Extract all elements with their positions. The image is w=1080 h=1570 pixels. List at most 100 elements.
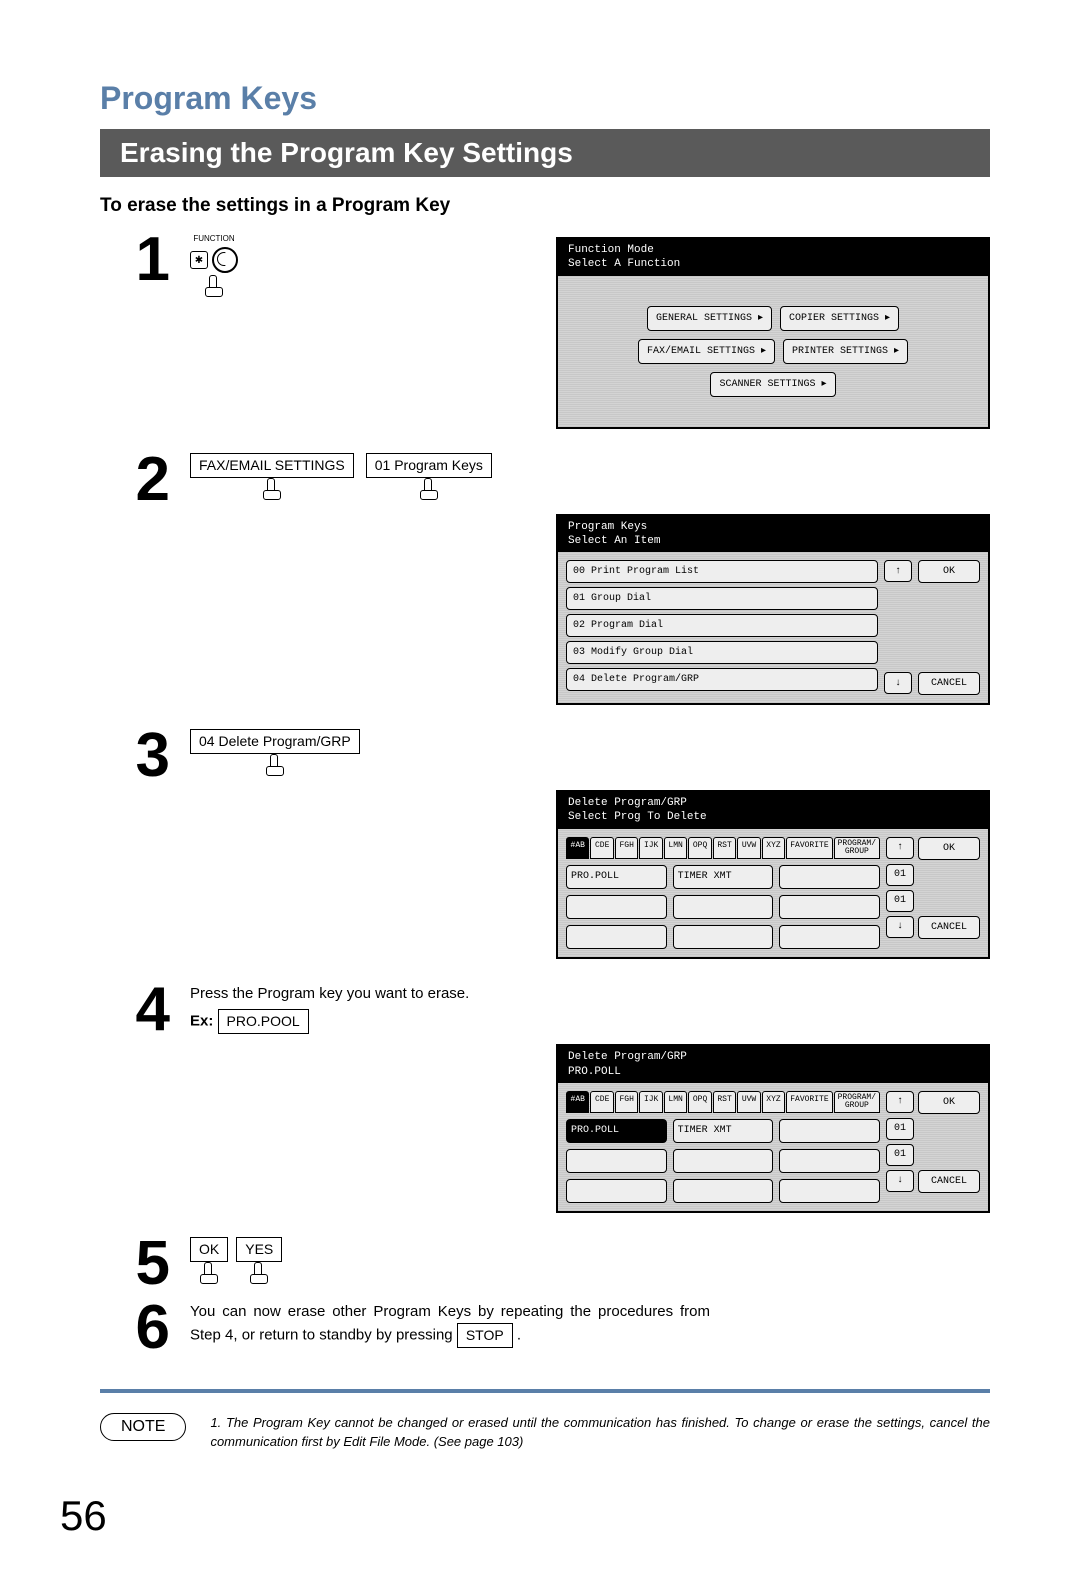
lcd-panel-2: Program Keys Select An Item 00 Print Pro… (556, 514, 990, 706)
program-cell[interactable]: PRO.POLL (566, 865, 667, 889)
tab[interactable]: PROGRAM/ GROUP (834, 1091, 880, 1113)
lcd-header: Program Keys Select An Item (558, 516, 988, 553)
tab[interactable]: PROGRAM/ GROUP (834, 837, 880, 859)
program-cell[interactable] (673, 895, 774, 919)
list-item[interactable]: 04 Delete Program/GRP (566, 668, 878, 691)
copier-settings-button[interactable]: COPIER SETTINGS▸ (780, 306, 899, 331)
function-label: FUNCTION (193, 233, 234, 245)
lcd-title: Delete Program/GRP (568, 1050, 978, 1064)
page-count: 01 (886, 1144, 914, 1166)
ok-key: OK (190, 1237, 228, 1262)
down-button[interactable]: ↓ (886, 916, 914, 938)
tab[interactable]: XYZ (762, 837, 785, 859)
program-cell[interactable] (566, 1179, 667, 1203)
program-cell[interactable] (779, 1179, 880, 1203)
stop-key: STOP (457, 1323, 513, 1348)
press-icon (264, 754, 286, 776)
program-cell[interactable] (779, 865, 880, 889)
tab[interactable]: LMN (664, 837, 687, 859)
scanner-settings-button[interactable]: SCANNER SETTINGS▸ (710, 372, 835, 397)
cancel-button[interactable]: CANCEL (918, 916, 980, 939)
tab[interactable]: CDE (590, 837, 613, 859)
step-number: 4 (100, 979, 170, 1041)
down-button[interactable]: ↓ (886, 1170, 914, 1192)
program-cell[interactable] (779, 1119, 880, 1143)
ok-button[interactable]: OK (918, 1091, 980, 1114)
list-item[interactable]: 01 Group Dial (566, 587, 878, 610)
list-item[interactable]: 02 Program Dial (566, 614, 878, 637)
function-key-icon: FUNCTION ✱ (190, 233, 238, 297)
tab[interactable]: #AB (566, 1091, 589, 1113)
program-cell[interactable] (779, 1149, 880, 1173)
press-icon (203, 275, 225, 297)
up-button[interactable]: ↑ (884, 560, 912, 582)
function-round-key (212, 247, 238, 273)
step-5: 5 OK YES (100, 1233, 990, 1295)
tab[interactable]: UVW (737, 837, 760, 859)
program-cell[interactable] (566, 1149, 667, 1173)
program-cell[interactable] (779, 895, 880, 919)
step6-text-a: You can now erase other Program Keys by … (190, 1303, 710, 1344)
tab[interactable]: FGH (615, 1091, 638, 1113)
lcd-title: Delete Program/GRP (568, 796, 978, 810)
step6-text-b: . (517, 1327, 521, 1344)
tab[interactable]: FAVORITE (786, 837, 832, 859)
program-cell[interactable] (673, 1149, 774, 1173)
program-cell[interactable]: TIMER XMT (673, 865, 774, 889)
step-number: 5 (100, 1233, 170, 1295)
step-1: 1 FUNCTION ✱ Function Mode Select A Func… (100, 229, 990, 429)
tab[interactable]: #AB (566, 837, 589, 859)
lcd-title: Program Keys (568, 520, 978, 534)
section-title: Program Keys (100, 80, 990, 117)
page-number: 56 (60, 1492, 107, 1540)
up-button[interactable]: ↑ (886, 1091, 914, 1113)
tab[interactable]: RST (713, 1091, 736, 1113)
printer-settings-button[interactable]: PRINTER SETTINGS▸ (783, 339, 908, 364)
step-number: 1 (100, 229, 170, 291)
tab[interactable]: RST (713, 837, 736, 859)
tab[interactable]: LMN (664, 1091, 687, 1113)
tab[interactable]: FAVORITE (786, 1091, 832, 1113)
lcd-header: Function Mode Select A Function (558, 239, 988, 276)
program-keys-key: 01 Program Keys (366, 453, 492, 478)
page-count: 01 (886, 864, 914, 886)
program-cell[interactable] (566, 925, 667, 949)
step-6: 6 You can now erase other Program Keys b… (100, 1297, 990, 1359)
tab[interactable]: IJK (639, 1091, 662, 1113)
lcd-panel-1: Function Mode Select A Function GENERAL … (556, 237, 990, 429)
page-count: 01 (886, 1118, 914, 1140)
lcd-subtitle: Select A Function (568, 257, 978, 271)
tab[interactable]: OPQ (688, 837, 711, 859)
tab[interactable]: CDE (590, 1091, 613, 1113)
tab[interactable]: UVW (737, 1091, 760, 1113)
ok-button[interactable]: OK (918, 837, 980, 860)
lcd-subtitle: Select An Item (568, 534, 978, 548)
tab-row: #AB CDE FGH IJK LMN OPQ RST UVW XYZ FAVO… (566, 1091, 880, 1113)
list-item[interactable]: 03 Modify Group Dial (566, 641, 878, 664)
lcd-panel-3: Delete Program/GRP Select Prog To Delete… (556, 790, 990, 959)
general-settings-button[interactable]: GENERAL SETTINGS▸ (647, 306, 772, 331)
note-section: NOTE 1. The Program Key cannot be change… (100, 1413, 990, 1452)
program-cell[interactable] (779, 925, 880, 949)
tab[interactable]: IJK (639, 837, 662, 859)
tab[interactable]: XYZ (762, 1091, 785, 1113)
program-cell[interactable]: TIMER XMT (673, 1119, 774, 1143)
down-button[interactable]: ↓ (884, 672, 912, 694)
program-cell[interactable] (673, 1179, 774, 1203)
fax-email-settings-button[interactable]: FAX/EMAIL SETTINGS▸ (638, 339, 775, 364)
lcd-panel-4: Delete Program/GRP PRO.POLL #AB CDE FGH … (556, 1044, 990, 1213)
tab[interactable]: OPQ (688, 1091, 711, 1113)
page-count: 01 (886, 890, 914, 912)
cancel-button[interactable]: CANCEL (918, 1170, 980, 1193)
up-button[interactable]: ↑ (886, 837, 914, 859)
program-cell[interactable] (566, 895, 667, 919)
step-3: 3 04 Delete Program/GRP Delete Program/G… (100, 725, 990, 959)
program-cell[interactable] (673, 925, 774, 949)
tab[interactable]: FGH (615, 837, 638, 859)
cancel-button[interactable]: CANCEL (918, 672, 980, 695)
list-item[interactable]: 00 Print Program List (566, 560, 878, 583)
ok-button[interactable]: OK (918, 560, 980, 583)
step-number: 6 (100, 1297, 170, 1359)
program-cell-selected[interactable]: PRO.POLL (566, 1119, 667, 1143)
star-key: ✱ (190, 251, 208, 269)
